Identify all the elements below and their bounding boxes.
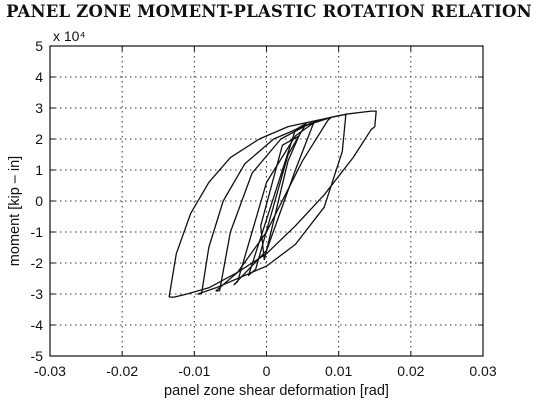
x-tick-label: -0.02 bbox=[106, 363, 138, 379]
x-tick-label: 0.01 bbox=[325, 363, 352, 379]
y-tick-label: 0 bbox=[35, 193, 43, 209]
y-tick-label: -1 bbox=[31, 224, 44, 240]
hysteresis-curves bbox=[168, 110, 377, 298]
y-tick-label: 2 bbox=[35, 131, 43, 147]
y-tick-label: -4 bbox=[31, 317, 44, 333]
chart-title: PANEL ZONE MOMENT-PLASTIC ROTATION RELAT… bbox=[6, 2, 532, 21]
x-tick-label: 0 bbox=[263, 363, 271, 379]
hysteresis-loop-2 bbox=[247, 122, 307, 277]
x-tick-label: -0.01 bbox=[178, 363, 210, 379]
hysteresis-loop-1 bbox=[260, 135, 300, 261]
y-tick-label: -3 bbox=[31, 286, 44, 302]
y-tick-label: -5 bbox=[31, 348, 44, 364]
y-tick-label: 3 bbox=[35, 100, 43, 116]
y-tick-label: 4 bbox=[35, 69, 43, 85]
x-axis-ticks: -0.03 -0.02 -0.01 0 0.01 0.02 0.03 bbox=[34, 46, 497, 379]
y-tick-label: 5 bbox=[35, 38, 43, 54]
x-tick-label: 0.02 bbox=[397, 363, 424, 379]
x-tick-label: 0.03 bbox=[469, 363, 496, 379]
x-axis-label: panel zone shear deformation [rad] bbox=[164, 383, 389, 399]
x-tick-label: -0.03 bbox=[34, 363, 66, 379]
y-multiplier: x 10⁴ bbox=[53, 28, 85, 44]
hysteresis-loop-4 bbox=[215, 116, 333, 292]
y-axis-ticks: -5 -4 -3 -2 -1 0 1 2 3 4 5 bbox=[31, 38, 483, 364]
hysteresis-loop-6 bbox=[168, 110, 377, 298]
y-tick-label: 1 bbox=[35, 162, 43, 178]
grid bbox=[49, 45, 484, 357]
y-tick-label: -2 bbox=[31, 255, 44, 271]
hysteresis-loop-5 bbox=[197, 113, 347, 295]
y-axis-label: moment [kip – in] bbox=[7, 156, 23, 266]
